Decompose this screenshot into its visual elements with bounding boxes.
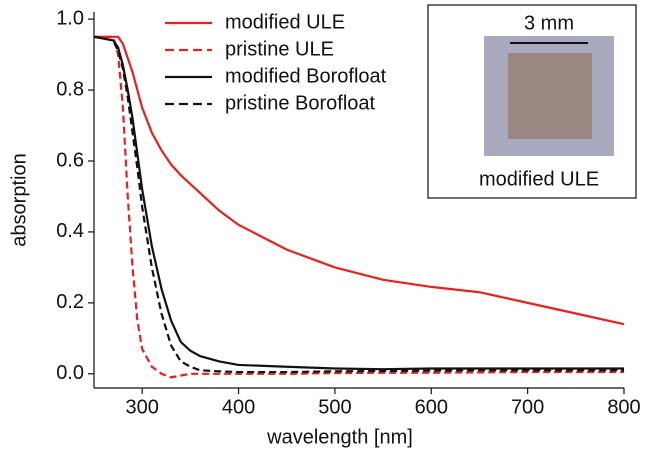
series-line <box>94 35 624 379</box>
inset-caption: modified ULE <box>479 168 599 190</box>
x-tick-label: 300 <box>125 396 158 418</box>
x-tick-label: 800 <box>607 396 640 418</box>
x-tick-label: 400 <box>222 396 255 418</box>
x-tick-label: 500 <box>318 396 351 418</box>
y-tick-label: 0.0 <box>56 362 84 384</box>
x-tick-label: 600 <box>415 396 448 418</box>
legend-label: modified Borofloat <box>225 65 387 87</box>
x-tick-label: 700 <box>511 396 544 418</box>
y-tick-label: 1.0 <box>56 7 84 29</box>
legend-label: pristine Borofloat <box>225 92 376 114</box>
series-line <box>93 35 624 374</box>
legend-label: modified ULE <box>225 11 345 33</box>
y-tick-label: 0.4 <box>56 220 84 242</box>
scale-label: 3 mm <box>524 12 574 34</box>
y-tick-label: 0.8 <box>56 78 84 100</box>
inset: 3 mm modified ULE <box>427 4 637 199</box>
y-tick-label: 0.2 <box>56 291 84 313</box>
y-tick-label: 0.6 <box>56 149 84 171</box>
x-axis-title: wavelength [nm] <box>266 426 413 448</box>
inset-sample <box>508 53 592 139</box>
legend-label: pristine ULE <box>225 38 334 60</box>
series-line <box>94 35 625 326</box>
y-axis-title: absorption <box>8 153 30 246</box>
